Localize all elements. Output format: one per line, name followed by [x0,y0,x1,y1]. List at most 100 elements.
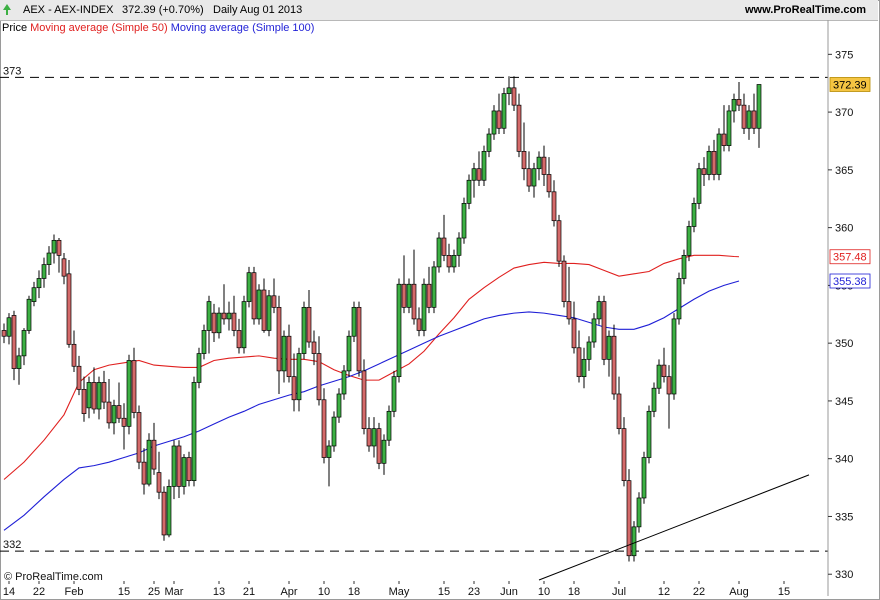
candle [256,284,262,325]
candle-body [91,382,97,410]
candle-body [321,399,327,458]
candle-body [636,497,642,528]
candle [441,214,447,262]
x-tick-label: 21 [243,586,255,598]
candle [121,403,127,450]
candle-body [246,272,252,302]
candle [286,324,292,383]
candle [756,84,762,148]
x-tick-label: Jun [500,586,518,598]
candle [396,278,402,383]
candle [716,128,722,181]
candle [591,313,597,348]
candle [196,347,202,389]
price-marker-box [829,77,871,92]
candle-body [591,318,597,343]
y-tick-label: 360 [835,223,853,235]
indicator-legend: Price Moving average (Simple 50) Moving … [2,22,314,36]
x-tick-label: 18 [348,586,360,598]
candle-body [746,110,752,129]
x-tick-label: 10 [538,586,550,598]
legend-ma50[interactable]: Moving average (Simple 50) [30,22,168,34]
candle-body [36,278,42,289]
last-quote: 372.39 (+0.70%) [122,4,204,16]
candle [246,266,252,308]
price-marker-label: 372.39 [833,79,867,91]
candle-body [76,365,82,390]
candle [346,330,352,377]
candle [621,417,627,487]
candle-body [381,439,387,464]
candle [506,76,512,106]
candle [251,266,257,325]
candle-body [701,168,707,175]
candle [541,145,547,187]
candle-body [461,203,467,239]
candle-body [681,255,687,279]
candle [176,440,182,498]
legend-ma100[interactable]: Moving average (Simple 100) [170,22,315,34]
x-tick-label: 15 [438,586,450,598]
candle-body [156,472,162,493]
candle [211,303,217,343]
candle-body [736,99,742,106]
candle [66,259,72,348]
x-tick-label: Mar [165,586,184,598]
instrument-name: AEX - AEX-INDEX [23,4,114,16]
candle-body [576,347,582,378]
candle [711,139,717,181]
candle [201,324,207,360]
candle [351,301,357,343]
candle-body [66,273,72,345]
candle-body [351,306,357,337]
candle [601,295,607,366]
candle [31,281,37,307]
level-label-332: 332 [3,539,21,551]
site-name: www.ProRealTime.com [745,4,867,16]
candle-body [221,312,227,320]
candle [271,278,277,314]
candle [571,301,577,354]
candle [191,376,197,487]
candle-body [171,445,177,487]
candle-body [696,168,702,204]
candle [236,318,242,354]
candle-body [271,295,277,308]
candle-body [341,370,347,395]
candle-body [446,255,452,268]
candle [46,246,52,275]
y-tick-label: 365 [835,165,853,177]
candle [296,347,302,412]
candle-body [11,315,17,369]
candle-body [266,295,272,331]
price-marker-box [829,273,871,289]
candle-body [141,461,147,485]
candle-body [286,335,292,378]
candle-body [216,312,222,334]
candle [681,249,687,285]
candle-body [196,353,202,383]
candle [736,82,742,111]
candle-body [306,306,312,343]
candle [491,105,497,140]
candle-body [606,335,612,360]
candle [486,128,492,158]
candle-body [396,283,402,378]
candle [531,162,537,198]
candle [186,451,192,487]
candle-body [626,480,632,557]
candle [386,405,392,446]
candle-body [81,389,87,414]
candle [556,214,562,267]
candle-body [651,387,657,412]
candle [306,290,312,348]
candle-body [291,376,297,401]
candle-body [601,301,607,360]
candle-body [201,330,207,354]
candle-body [241,301,247,349]
candle [266,290,272,337]
trendline[interactable] [538,474,810,581]
candle [726,105,732,152]
candle-body [726,110,732,146]
